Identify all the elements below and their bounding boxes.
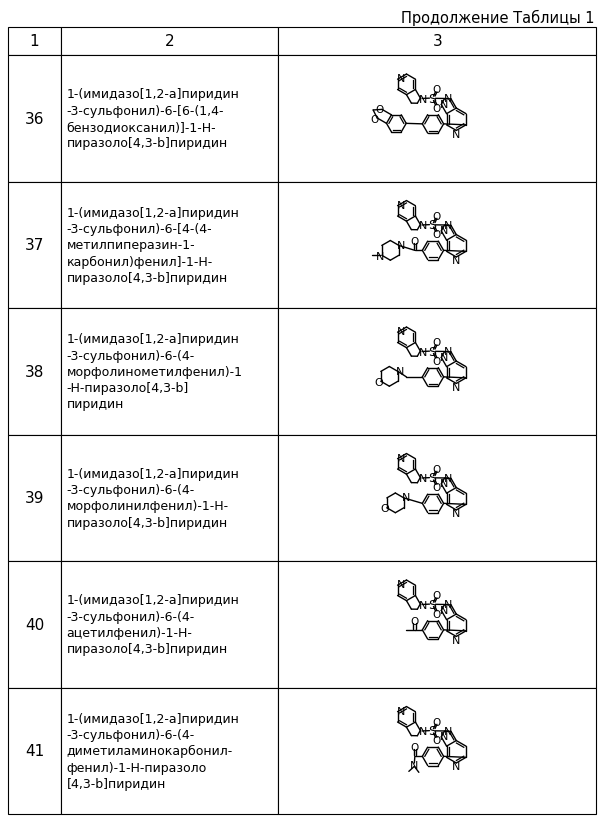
Bar xyxy=(278,56,596,183)
Text: N: N xyxy=(452,635,460,645)
Text: O: O xyxy=(432,356,440,366)
Text: N: N xyxy=(419,726,428,736)
Text: N: N xyxy=(402,493,410,503)
Text: N: N xyxy=(410,760,419,770)
Text: O: O xyxy=(432,464,440,474)
Text: O: O xyxy=(432,717,440,726)
Text: Продолжение Таблицы 1: Продолжение Таблицы 1 xyxy=(400,10,594,26)
Bar xyxy=(8,688,61,814)
Text: 1-(имидазо[1,2-а]пиридин
-3-сульфонил)-6-[4-(4-
метилпиперазин-1-
карбонил)фенил: 1-(имидазо[1,2-а]пиридин -3-сульфонил)-6… xyxy=(66,206,239,284)
Text: 1-(имидазо[1,2-а]пиридин
-3-сульфонил)-6-(4-
морфолинометилфенил)-1
-Н-пиразоло[: 1-(имидазо[1,2-а]пиридин -3-сульфонил)-6… xyxy=(66,333,242,410)
Text: N: N xyxy=(396,241,405,251)
Text: N: N xyxy=(440,100,449,110)
Bar xyxy=(61,561,278,688)
Text: O: O xyxy=(432,230,440,240)
Text: N: N xyxy=(397,706,405,716)
Text: N: N xyxy=(397,201,405,210)
Text: 3: 3 xyxy=(432,34,442,49)
Text: O: O xyxy=(432,590,440,600)
Text: S: S xyxy=(428,346,437,359)
Bar xyxy=(278,561,596,688)
Bar xyxy=(278,183,596,309)
Text: N: N xyxy=(440,226,449,236)
Bar xyxy=(278,309,596,435)
Text: N: N xyxy=(452,509,460,518)
Text: N: N xyxy=(440,605,449,615)
Text: S: S xyxy=(428,219,437,232)
Bar xyxy=(61,309,278,435)
Bar xyxy=(61,56,278,183)
Bar xyxy=(278,688,596,814)
Bar xyxy=(61,183,278,309)
Text: N: N xyxy=(440,731,449,741)
Text: 1-(имидазо[1,2-а]пиридин
-3-сульфонил)-6-(4-
диметиламинокарбонил-
фенил)-1-Н-пи: 1-(имидазо[1,2-а]пиридин -3-сульфонил)-6… xyxy=(66,712,239,790)
Text: O: O xyxy=(411,237,419,247)
Text: O: O xyxy=(411,616,419,626)
Text: N: N xyxy=(452,762,460,771)
Bar xyxy=(8,28,61,56)
Text: N: N xyxy=(452,129,460,139)
Text: O: O xyxy=(432,211,440,221)
Text: N: N xyxy=(419,600,428,610)
Text: N: N xyxy=(443,726,452,736)
Bar xyxy=(61,688,278,814)
Text: O: O xyxy=(376,105,384,115)
Bar xyxy=(61,435,278,561)
Text: O: O xyxy=(370,115,379,124)
Text: 41: 41 xyxy=(25,744,44,758)
Text: N: N xyxy=(397,327,405,337)
Text: O: O xyxy=(432,482,440,492)
Bar xyxy=(8,561,61,688)
Text: O: O xyxy=(432,103,440,114)
Bar xyxy=(8,435,61,561)
Text: N: N xyxy=(397,454,405,464)
Bar xyxy=(61,28,278,56)
Text: N: N xyxy=(443,600,452,609)
Text: O: O xyxy=(432,337,440,347)
Text: N: N xyxy=(443,220,452,231)
Text: 1-(имидазо[1,2-а]пиридин
-3-сульфонил)-6-[6-(1,4-
бензодиоксанил)]-1-Н-
пиразоло: 1-(имидазо[1,2-а]пиридин -3-сульфонил)-6… xyxy=(66,88,239,150)
Text: 38: 38 xyxy=(25,364,44,379)
Text: N: N xyxy=(440,352,449,363)
Text: S: S xyxy=(428,725,437,737)
Text: N: N xyxy=(397,75,405,84)
Text: N: N xyxy=(452,256,460,266)
Text: 40: 40 xyxy=(25,617,44,632)
Bar xyxy=(278,28,596,56)
Text: S: S xyxy=(428,598,437,611)
Text: N: N xyxy=(440,479,449,489)
Text: N: N xyxy=(419,221,428,231)
Bar xyxy=(8,56,61,183)
Text: 39: 39 xyxy=(25,491,44,505)
Text: N: N xyxy=(443,473,452,483)
Text: N: N xyxy=(376,251,384,261)
Bar xyxy=(8,309,61,435)
Text: S: S xyxy=(428,472,437,485)
Text: O: O xyxy=(432,609,440,619)
Bar xyxy=(278,435,596,561)
Text: S: S xyxy=(428,93,437,106)
Text: O: O xyxy=(411,742,419,752)
Text: N: N xyxy=(419,473,428,484)
Text: N: N xyxy=(397,580,405,590)
Text: 1-(имидазо[1,2-а]пиридин
-3-сульфонил)-6-(4-
морфолинилфенил)-1-Н-
пиразоло[4,3-: 1-(имидазо[1,2-а]пиридин -3-сульфонил)-6… xyxy=(66,468,239,529)
Text: O: O xyxy=(432,735,440,745)
Text: O: O xyxy=(381,504,390,514)
Bar xyxy=(8,183,61,309)
Text: N: N xyxy=(443,347,452,357)
Text: N: N xyxy=(443,94,452,104)
Text: N: N xyxy=(452,382,460,392)
Text: 1-(имидазо[1,2-а]пиридин
-3-сульфонил)-6-(4-
ацетилфенил)-1-Н-
пиразоло[4,3-b]пи: 1-(имидазо[1,2-а]пиридин -3-сульфонил)-6… xyxy=(66,594,239,655)
Text: O: O xyxy=(432,85,440,95)
Text: 36: 36 xyxy=(25,111,44,127)
Text: N: N xyxy=(419,95,428,105)
Text: O: O xyxy=(374,378,384,387)
Text: N: N xyxy=(396,366,404,377)
Text: N: N xyxy=(419,347,428,357)
Text: 1: 1 xyxy=(30,34,39,49)
Text: 37: 37 xyxy=(25,238,44,253)
Text: 2: 2 xyxy=(165,34,175,49)
